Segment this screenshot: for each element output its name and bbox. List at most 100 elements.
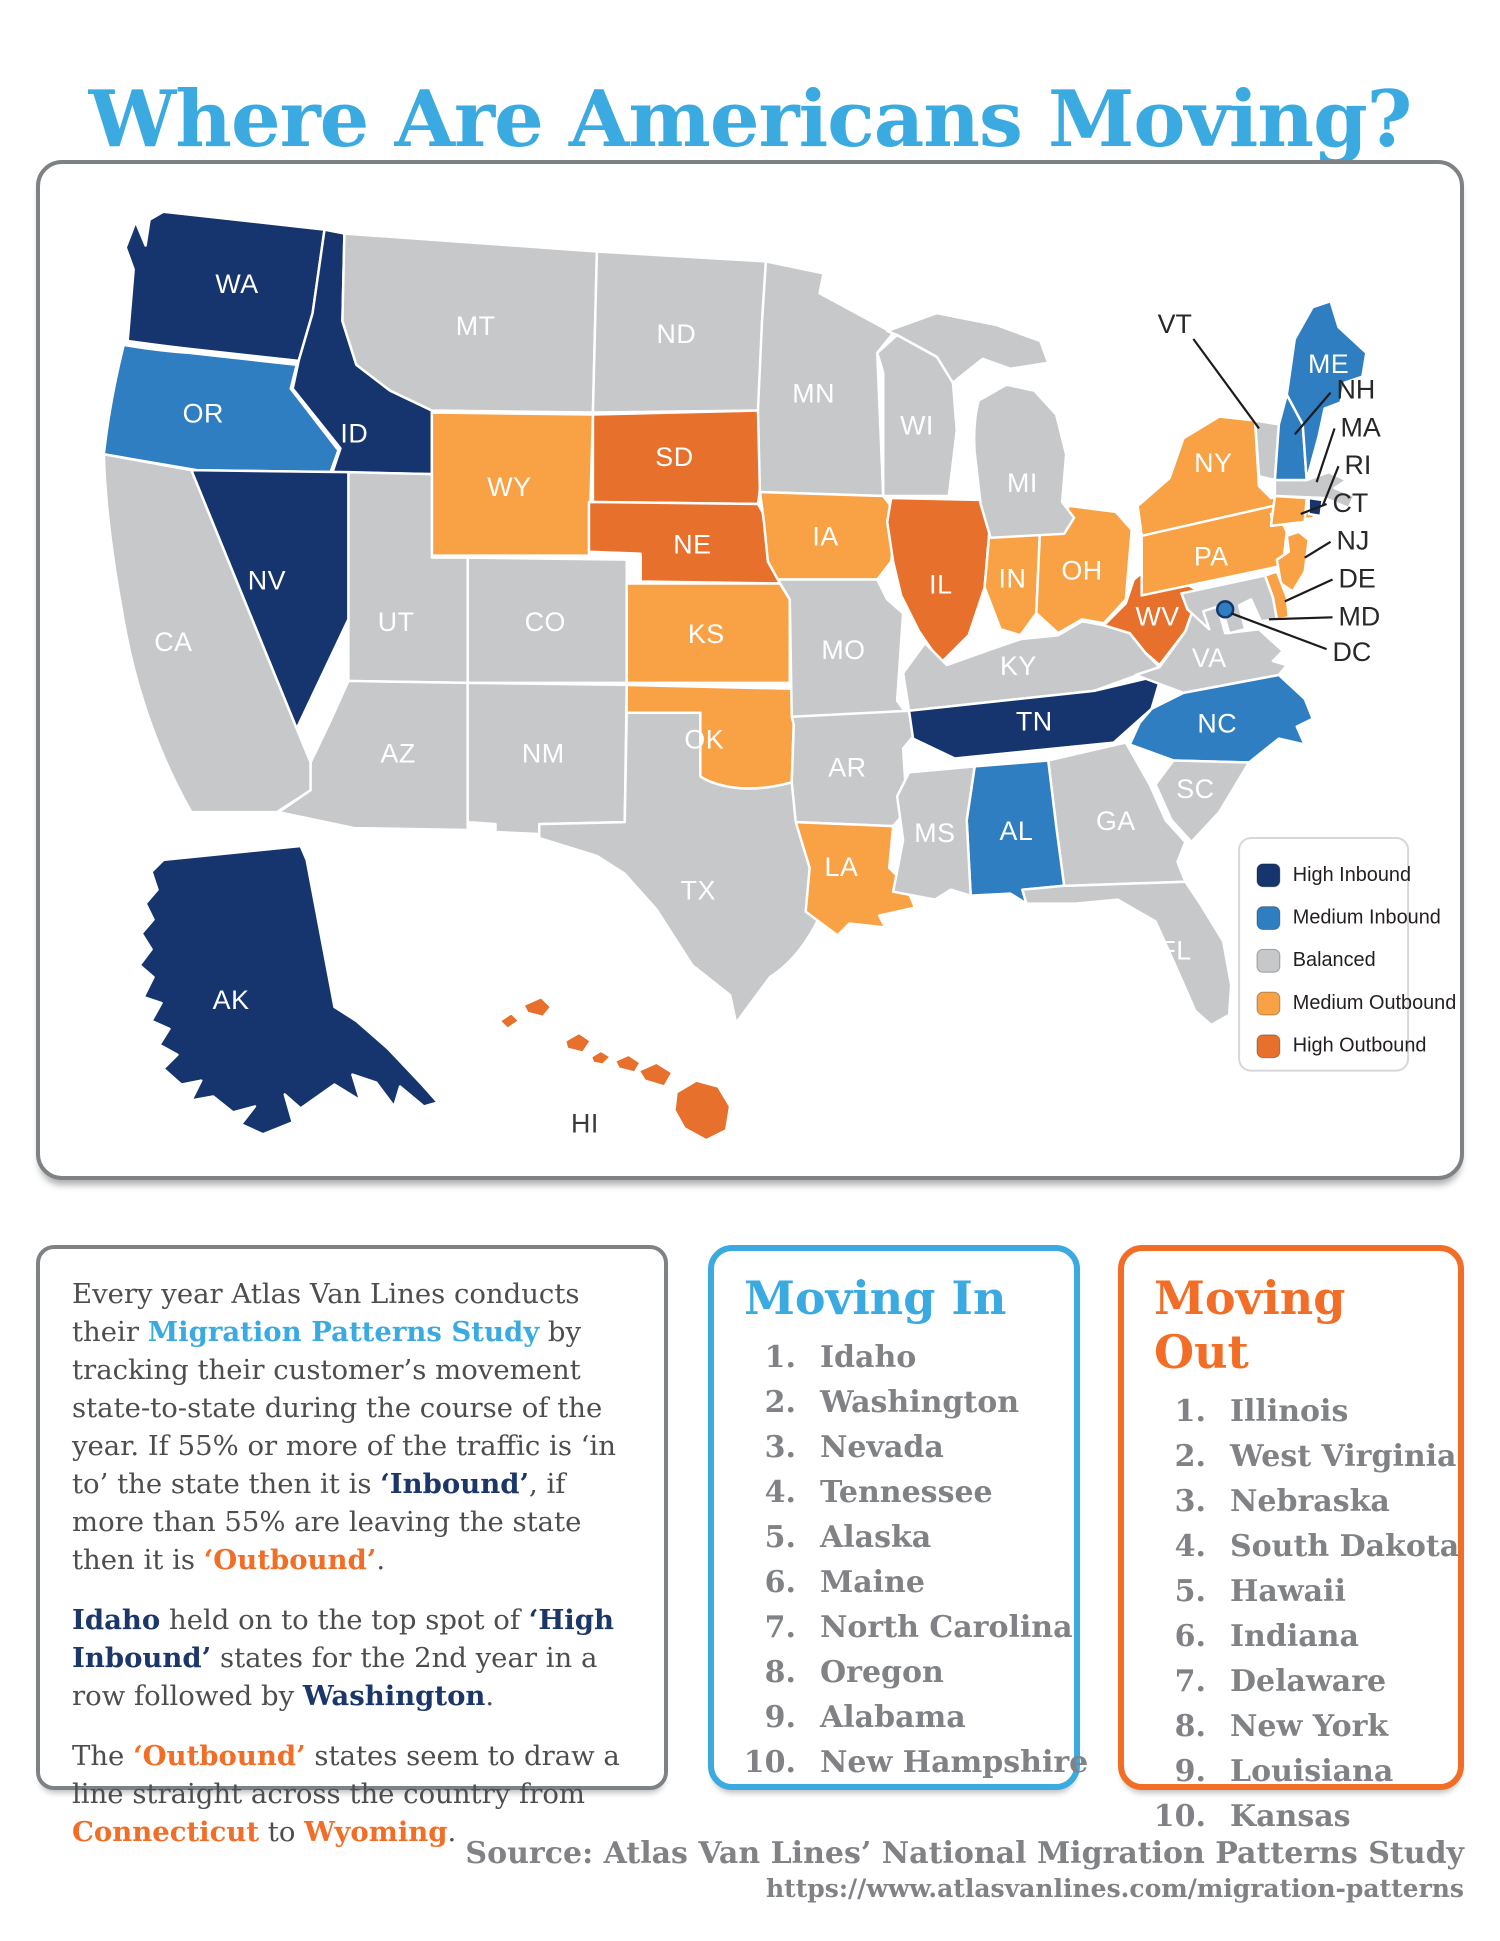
callout-nh: NH xyxy=(1337,375,1376,405)
legend-label-medium-inbound: Medium Inbound xyxy=(1293,906,1441,928)
state-label-in: IN xyxy=(999,563,1027,593)
list-item: Maine xyxy=(820,1565,925,1600)
list-item: Alaska xyxy=(820,1520,932,1555)
moving-out-box: Moving Out Illinois West Virginia Nebras… xyxy=(1118,1245,1464,1834)
source-url: https://www.atlasvanlines.com/migration-… xyxy=(766,1874,1464,1903)
state-ca xyxy=(102,453,312,814)
state-ms xyxy=(891,765,976,901)
state-nc xyxy=(1128,673,1314,764)
list-item: Kansas xyxy=(1230,1799,1351,1834)
state-wa xyxy=(124,210,326,363)
list-item: Alabama xyxy=(820,1700,966,1735)
moving-in-list: Idaho Washington Nevada Tennessee Alaska… xyxy=(738,1335,1088,1785)
list-item: Louisiana xyxy=(1230,1754,1394,1789)
callout-vt: VT xyxy=(1158,309,1192,339)
list-item: New York xyxy=(1230,1709,1389,1744)
list-item: Oregon xyxy=(820,1655,944,1690)
state-label-me: ME xyxy=(1308,349,1349,379)
moving-out-list: Illinois West Virginia Nebraska South Da… xyxy=(1148,1389,1460,1839)
about-paragraph-1: Every year Atlas Van Lines conducts thei… xyxy=(72,1278,616,1576)
about-paragraph-3: The ‘Outbound’ states seem to draw a lin… xyxy=(72,1740,620,1848)
legend-label-high-outbound: High Outbound xyxy=(1293,1035,1427,1057)
list-item: Nevada xyxy=(820,1430,944,1465)
state-hi xyxy=(498,995,732,1142)
state-labels: WA OR CA NV ID UT AZ MT WY CO NM ND SD N… xyxy=(154,269,1349,1138)
state-ct xyxy=(1269,494,1308,528)
list-item: Delaware xyxy=(1230,1664,1387,1699)
state-label-wi: WI xyxy=(900,410,934,440)
list-item: Tennessee xyxy=(820,1475,993,1510)
state-label-nc: NC xyxy=(1197,709,1237,739)
state-label-la: LA xyxy=(825,852,859,882)
list-item: Illinois xyxy=(1230,1394,1349,1429)
moving-out-title: Moving Out xyxy=(1154,1271,1346,1379)
list-item: Indiana xyxy=(1230,1619,1359,1654)
state-label-ia: IA xyxy=(812,522,838,552)
legend-swatch-high-inbound xyxy=(1256,863,1281,888)
state-label-or: OR xyxy=(183,398,224,428)
list-item: Idaho xyxy=(820,1340,917,1375)
about-study-box: Every year Atlas Van Lines conducts thei… xyxy=(36,1245,668,1848)
callout-dc: DC xyxy=(1333,637,1372,667)
state-label-tn: TN xyxy=(1016,707,1053,737)
legend-label-high-inbound: High Inbound xyxy=(1293,864,1411,886)
list-item: Hawaii xyxy=(1230,1574,1346,1609)
state-label-oh: OH xyxy=(1061,556,1102,586)
legend-swatch-medium-outbound xyxy=(1256,991,1281,1016)
dc-dot xyxy=(1215,600,1235,619)
state-label-il: IL xyxy=(929,569,952,599)
legend-label-medium-outbound: Medium Outbound xyxy=(1293,992,1457,1014)
legend-swatch-high-outbound xyxy=(1256,1034,1281,1059)
state-me xyxy=(1285,299,1368,482)
state-label-az: AZ xyxy=(380,738,415,768)
map-legend: High Inbound Medium Inbound Balanced Med… xyxy=(1238,837,1457,1072)
state-ak xyxy=(138,844,440,1136)
state-label-mn: MN xyxy=(792,379,835,409)
state-label-mi: MI xyxy=(1007,468,1038,498)
callout-ct: CT xyxy=(1333,488,1369,518)
state-label-ut: UT xyxy=(378,607,415,637)
callout-ri: RI xyxy=(1344,450,1371,480)
callouts: VT NH MA RI CT NJ DE MD DC xyxy=(1158,309,1381,667)
state-label-va: VA xyxy=(1192,643,1227,673)
callout-de: DE xyxy=(1339,563,1376,593)
state-label-sd: SD xyxy=(655,442,693,472)
state-label-fl: FL xyxy=(1159,935,1191,965)
list-item: Nebraska xyxy=(1230,1484,1390,1519)
state-label-wv: WV xyxy=(1135,601,1179,631)
legend-label-balanced: Balanced xyxy=(1293,949,1376,971)
state-label-ga: GA xyxy=(1096,806,1136,836)
state-label-ar: AR xyxy=(828,752,866,782)
list-item: South Dakota xyxy=(1230,1529,1460,1564)
state-label-nv: NV xyxy=(248,565,286,595)
source-attribution: Source: Atlas Van Lines’ National Migrat… xyxy=(364,1836,1464,1906)
state-label-nd: ND xyxy=(657,319,697,349)
state-label-hi: HI xyxy=(571,1108,599,1138)
state-tn xyxy=(907,673,1163,760)
state-ky xyxy=(901,620,1161,713)
state-label-id: ID xyxy=(340,418,368,448)
about-paragraph-2: Idaho held on to the top spot of ‘High I… xyxy=(72,1604,614,1712)
moving-in-box: Moving In Idaho Washington Nevada Tennes… xyxy=(708,1245,1088,1790)
state-label-al: AL xyxy=(1000,816,1034,846)
state-label-ne: NE xyxy=(673,530,711,560)
state-label-ms: MS xyxy=(914,818,955,848)
state-label-ky: KY xyxy=(1000,651,1037,681)
states-layer xyxy=(102,210,1368,1142)
state-fl xyxy=(1021,880,1233,1027)
state-label-ok: OK xyxy=(684,725,724,755)
state-label-sc: SC xyxy=(1176,774,1214,804)
state-sc xyxy=(1154,759,1251,844)
state-label-nm: NM xyxy=(522,738,565,768)
state-oh xyxy=(1035,504,1133,635)
state-nj xyxy=(1275,530,1310,593)
legend-swatch-medium-inbound xyxy=(1256,906,1281,930)
state-label-mo: MO xyxy=(821,635,865,665)
list-item: North Carolina xyxy=(820,1610,1073,1645)
state-label-ak: AK xyxy=(213,985,250,1015)
state-label-tx: TX xyxy=(681,876,716,906)
state-label-ks: KS xyxy=(688,619,725,649)
state-label-ny: NY xyxy=(1194,448,1232,478)
state-mn xyxy=(756,260,895,498)
